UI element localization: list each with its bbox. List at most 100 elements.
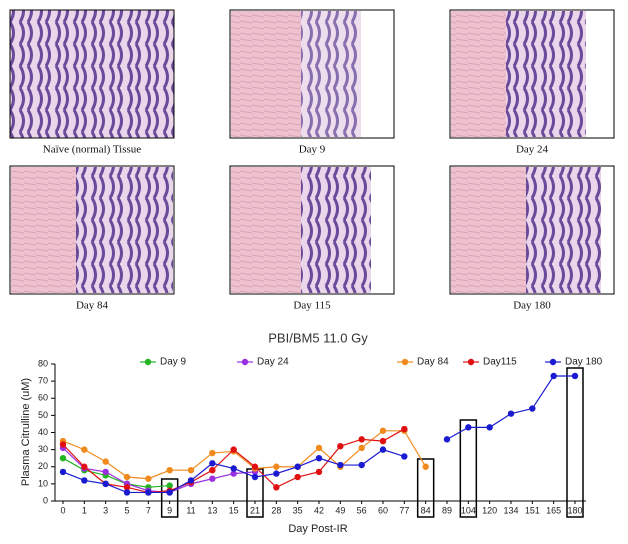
x-tick-label: 28: [271, 505, 281, 515]
data-point: [315, 468, 323, 476]
y-tick-label: 10: [38, 478, 48, 488]
data-point: [102, 458, 109, 465]
data-point: [230, 446, 237, 453]
y-tick-label: 20: [38, 461, 48, 471]
data-point: [166, 489, 173, 496]
data-point: [81, 446, 88, 453]
data-point: [230, 465, 237, 472]
data-point: [209, 460, 216, 467]
data-point: [358, 436, 365, 443]
x-tick-label: 49: [335, 505, 345, 515]
legend-label: Day 180: [565, 357, 603, 368]
legend-marker: [467, 358, 475, 366]
x-tick-label: 42: [314, 505, 324, 515]
histology-images: [9, 9, 615, 295]
legend-label: Day 9: [160, 357, 187, 368]
tissue-image: [229, 165, 395, 295]
data-point: [166, 482, 173, 489]
x-tick-label: 15: [229, 505, 239, 515]
data-point: [123, 473, 131, 481]
legend-marker: [401, 358, 409, 366]
data-point: [59, 454, 67, 462]
y-tick-label: 70: [38, 376, 48, 386]
x-tick-label: 77: [399, 505, 409, 515]
data-point: [81, 477, 88, 484]
data-point: [81, 463, 88, 470]
data-point: [187, 466, 195, 474]
data-point: [59, 441, 67, 448]
x-tick-label: 1: [82, 505, 87, 515]
data-point: [337, 443, 344, 450]
data-point: [294, 473, 301, 481]
data-point: [571, 372, 579, 380]
tissue-image: [449, 9, 615, 139]
x-tick-label: 13: [207, 505, 217, 515]
image-caption: Day 9: [299, 144, 326, 156]
data-point: [209, 449, 216, 457]
data-point: [145, 489, 152, 496]
series-line: [446, 375, 575, 440]
data-point: [273, 470, 280, 477]
y-tick-label: 80: [38, 358, 48, 368]
x-tick-label: 180: [567, 505, 582, 515]
data-point: [145, 475, 152, 482]
data-point: [422, 463, 429, 470]
data-point: [123, 489, 131, 496]
y-tick-label: 40: [38, 427, 48, 437]
x-tick-label: 35: [293, 505, 303, 515]
data-point: [337, 461, 344, 469]
legend-label: Day 24: [257, 357, 289, 368]
x-tick-label: 11: [186, 505, 195, 515]
data-point: [102, 480, 109, 488]
x-tick-label: 89: [442, 505, 452, 515]
data-point: [507, 410, 515, 417]
data-point: [273, 484, 280, 491]
x-tick-label: 3: [103, 505, 108, 515]
tissue-image: [229, 9, 395, 139]
data-point: [465, 424, 472, 431]
x-tick-label: 21: [250, 505, 260, 515]
tissue-image: [9, 165, 175, 295]
highlight-box: [566, 367, 584, 518]
data-point: [209, 466, 216, 474]
highlight-box: [459, 419, 478, 518]
x-tick-label: 104: [461, 505, 476, 515]
legend-marker: [241, 358, 249, 366]
data-point: [529, 405, 536, 412]
y-tick-label: 60: [38, 393, 48, 403]
image-caption: Day 84: [76, 300, 109, 312]
image-caption: Day 180: [513, 300, 551, 312]
x-tick-label: 56: [357, 505, 367, 515]
data-point: [486, 424, 493, 431]
image-caption: Day 24: [516, 144, 549, 156]
x-tick-label: 7: [146, 505, 151, 515]
data-point: [251, 463, 259, 470]
series-line: [62, 457, 170, 488]
tissue-image: [9, 9, 175, 139]
tissue-image: [449, 165, 615, 295]
data-point: [209, 475, 216, 482]
x-axis-label: Day Post-IR: [288, 523, 347, 535]
data-point: [315, 444, 323, 452]
data-point: [166, 466, 173, 474]
x-tick-label: 165: [546, 505, 561, 515]
y-axis-label: Plasma Citrulline (uM): [20, 378, 32, 486]
x-tick-label: 134: [503, 505, 518, 515]
series-line: [62, 428, 405, 494]
chart-title: PBI/BM5 11.0 Gy: [268, 330, 368, 345]
data-point: [358, 461, 365, 469]
data-point: [401, 425, 408, 433]
data-point: [379, 427, 387, 434]
data-point: [379, 437, 387, 445]
highlight-box: [160, 478, 179, 518]
y-tick-label: 50: [38, 410, 48, 420]
x-tick-label: 60: [378, 505, 388, 515]
series-line: [62, 430, 427, 480]
data-point: [358, 444, 365, 452]
series-line: [62, 447, 256, 494]
data-point: [315, 454, 323, 462]
data-point: [401, 453, 408, 460]
image-caption: Day 115: [293, 300, 331, 312]
